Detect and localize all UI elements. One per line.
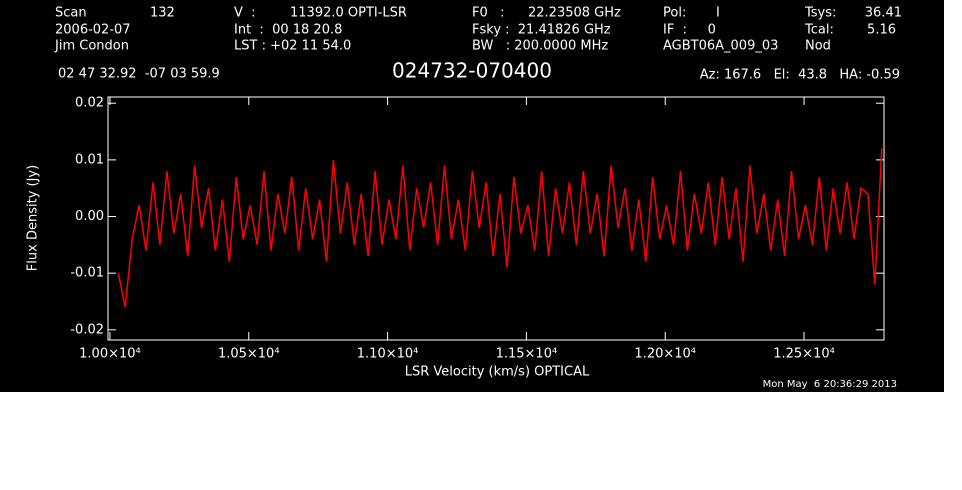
int: Int : 00 18 20.8: [234, 23, 342, 38]
y-tick-label: 0.01: [75, 152, 104, 167]
y-tick-label: -0.01: [70, 266, 104, 281]
velocity-label: V :: [234, 6, 256, 21]
pointing: Az: 167.6 El: 43.8 HA: -0.59: [700, 68, 900, 83]
scan-value: 132: [150, 6, 175, 21]
proc: Nod: [805, 39, 831, 54]
tcal-value: 5.16: [867, 23, 896, 38]
y-tick-label: 0.02: [75, 96, 104, 111]
lst: LST : +02 11 54.0: [234, 39, 351, 54]
pol-label: Pol:: [663, 6, 686, 21]
header: Scan 132 V : 11392.0 OPTI-LSR F0 : 22.23…: [54, 6, 902, 391]
spectrum-line: [117, 148, 883, 308]
project: AGBT06A_009_03: [663, 39, 778, 54]
scan-label: Scan: [55, 6, 87, 21]
y-tick-label: 0.00: [75, 209, 104, 224]
x-tick-label: 1.05×10⁴: [218, 347, 280, 362]
pol-value: I: [716, 6, 720, 21]
fsky: Fsky : 21.41826 GHz: [472, 23, 611, 38]
tcal-label: Tcal:: [804, 23, 834, 38]
tsys-value: 36.41: [865, 6, 902, 21]
timestamp: Mon May 6 20:36:29 2013: [763, 379, 897, 390]
x-tick-label: 1.20×10⁴: [634, 347, 696, 362]
x-tick-label: 1.25×10⁴: [773, 347, 835, 362]
x-tick-label: 1.15×10⁴: [496, 347, 558, 362]
if: IF : 0: [663, 23, 716, 38]
y-tick-label: -0.02: [70, 322, 104, 337]
velocity-value: 11392.0 OPTI-LSR: [290, 6, 407, 21]
observer: Jim Condon: [54, 39, 129, 54]
position: 02 47 32.92 -07 03 59.9: [58, 67, 220, 82]
y-axis-label: Flux Density (Jy): [26, 165, 41, 271]
x-tick-label: 1.00×10⁴: [79, 347, 141, 362]
f0-label: F0 :: [472, 6, 505, 21]
bw: BW : 200.0000 MHz: [472, 39, 608, 54]
tsys-label: Tsys:: [804, 6, 836, 21]
f0-value: 22.23508 GHz: [528, 6, 621, 21]
date: 2006-02-07: [55, 23, 131, 38]
x-axis-label: LSR Velocity (km/s) OPTICAL: [405, 365, 590, 380]
plot-frame: [107, 96, 885, 341]
x-tick-label: 1.10×10⁴: [357, 347, 419, 362]
chart-title: 024732-070400: [392, 59, 552, 83]
chart: Scan 132 V : 11392.0 OPTI-LSR F0 : 22.23…: [0, 0, 944, 392]
